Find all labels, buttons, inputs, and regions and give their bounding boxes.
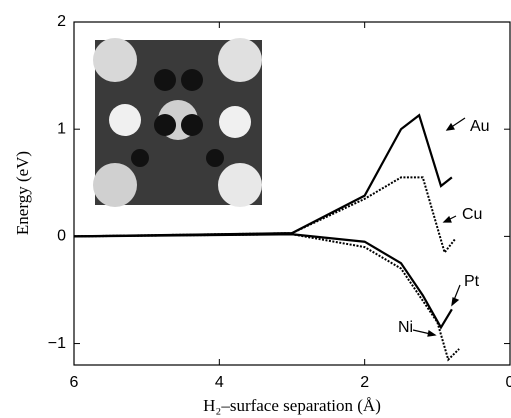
series-line xyxy=(73,233,460,362)
y-axis-label: Energy (eV) xyxy=(13,151,32,235)
series-label: Cu xyxy=(462,206,482,223)
annotation-arrows xyxy=(412,117,466,337)
x-axis-label: H₂–surface separation (Å) xyxy=(203,396,381,415)
x-tick-label: 0 xyxy=(506,374,511,391)
y-tick-label: 1 xyxy=(57,120,66,137)
series-label: Pt xyxy=(464,273,480,290)
x-tick-label: 6 xyxy=(70,374,79,391)
plot-frame xyxy=(73,21,511,366)
series-line xyxy=(73,233,453,330)
inset-image xyxy=(93,38,262,207)
y-tick-label: −1 xyxy=(48,335,66,352)
y-tick-label: 2 xyxy=(57,13,66,30)
x-tick-label: 2 xyxy=(360,374,369,391)
x-tick-label: 4 xyxy=(215,374,224,391)
series-label: Ni xyxy=(398,319,413,336)
series-label: Au xyxy=(470,118,490,135)
y-tick-label: 0 xyxy=(57,228,66,245)
